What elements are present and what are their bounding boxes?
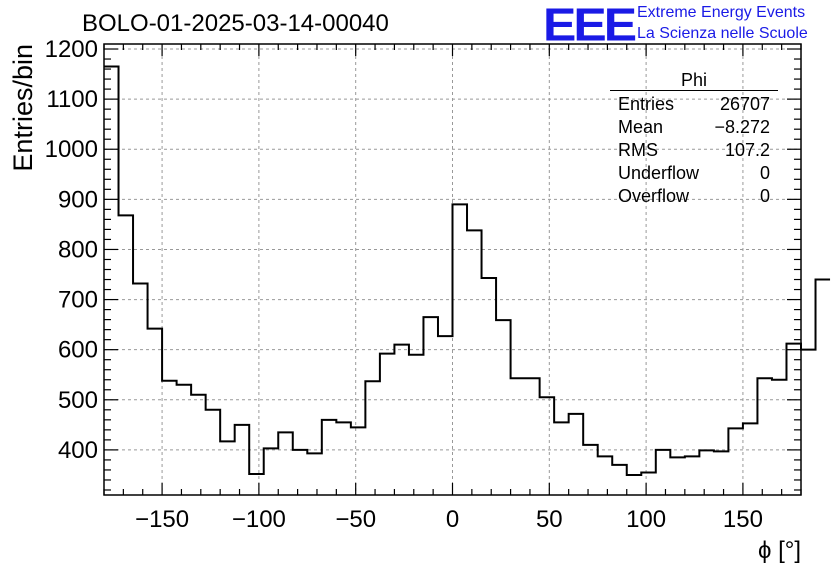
y-tick-label: 800 [58,236,98,263]
x-tick-label: 0 [446,506,459,533]
logo-text-line2: La Scienza nelle Scuole [637,25,808,42]
y-tick-label: 1200 [45,36,98,63]
y-tick-label: 1100 [46,86,98,113]
stats-divider [610,90,778,91]
stats-value: 0 [759,163,770,183]
y-axis-label: Entries/bin [8,44,38,172]
y-tick-label: 1000 [45,136,98,163]
stats-value: 107.2 [724,140,770,160]
stats-title: Phi [680,70,707,90]
y-tick-label: 700 [58,287,98,314]
y-tick-label: 600 [58,337,98,364]
tick-labels: −150 −100 −50 0 50 100 150 400 500 600 700 800 900 10… [45,36,763,533]
axis-ticks [103,44,802,495]
x-tick-label: −150 [135,506,189,533]
x-tick-label: −100 [232,506,286,533]
stats-value: 26707 [719,94,770,114]
eee-logo: EEE [543,0,637,51]
stats-value: 0 [759,186,770,206]
stats-row-underflow: Underflow 0 [610,162,778,185]
stats-row-rms: RMS 107.2 [610,139,778,162]
histogram-line [104,65,831,476]
y-tick-label: 900 [58,186,98,213]
stats-row-mean: Mean −8.272 [610,116,778,139]
stats-row-overflow: Overflow 0 [610,185,778,208]
stats-label: Entries [618,94,675,114]
x-axis-label: ϕ [°] [758,537,801,564]
y-tick-label: 500 [58,387,98,414]
stats-value: −8.272 [714,117,770,137]
stats-label: Mean [618,117,664,137]
stats-label: RMS [618,140,658,160]
stats-row-entries: Entries 26707 [610,93,778,116]
x-tick-label: 50 [536,506,563,533]
x-tick-label: 150 [723,506,763,533]
chart-title: BOLO-01-2025-03-14-00040 [82,10,389,37]
logo-text-line1: Extreme Energy Events [637,4,806,21]
stats-label: Underflow [618,163,700,183]
y-tick-label: 400 [58,437,98,464]
x-tick-label: −50 [335,506,376,533]
x-tick-label: 100 [626,506,666,533]
stats-box: Phi Entries 26707 Mean −8.272 RMS 107.2 … [610,70,778,208]
stats-label: Overflow [618,186,690,206]
plot-frame [103,43,802,496]
